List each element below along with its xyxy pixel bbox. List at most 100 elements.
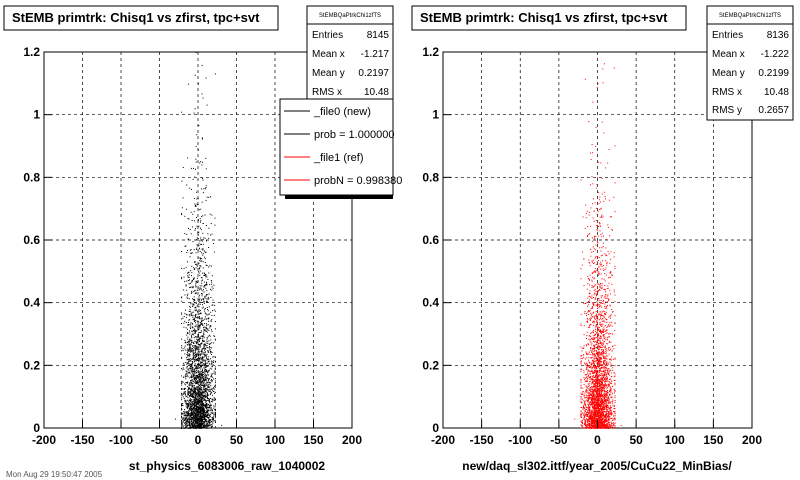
data-point: [608, 336, 610, 338]
data-point: [598, 222, 600, 223]
data-point: [184, 339, 186, 341]
data-point: [596, 399, 598, 401]
data-point: [209, 415, 211, 417]
data-point: [209, 324, 211, 326]
data-point: [599, 422, 600, 424]
data-point: [604, 303, 606, 305]
data-point: [189, 408, 191, 410]
data-point: [201, 249, 203, 251]
data-point: [603, 289, 605, 291]
data-point: [193, 421, 194, 423]
data-point: [214, 321, 216, 322]
data-point: [208, 363, 210, 365]
data-point: [612, 345, 614, 347]
data-point: [594, 386, 595, 388]
data-point: [208, 374, 209, 376]
data-point: [586, 414, 588, 415]
data-point: [586, 352, 588, 354]
data-point: [206, 358, 208, 359]
data-point: [206, 281, 208, 283]
data-point: [594, 361, 596, 363]
data-point: [202, 360, 204, 362]
data-point: [198, 301, 200, 303]
data-point: [192, 396, 194, 398]
data-point: [206, 375, 208, 377]
data-point: [212, 419, 213, 421]
data-point: [200, 392, 202, 393]
data-point: [199, 266, 201, 268]
data-point: [595, 426, 597, 428]
data-point: [210, 280, 212, 281]
data-point: [185, 384, 187, 386]
data-point: [187, 239, 189, 241]
data-point: [204, 394, 206, 396]
data-point: [611, 423, 612, 425]
data-point: [195, 374, 197, 376]
data-point: [189, 346, 191, 348]
data-point: [597, 283, 599, 285]
data-point: [211, 387, 213, 389]
data-point: [594, 344, 596, 346]
data-point: [607, 420, 609, 422]
data-point: [193, 321, 195, 322]
data-point: [600, 383, 602, 385]
data-point: [186, 406, 188, 408]
data-point: [610, 317, 612, 319]
data-point: [191, 414, 193, 416]
data-point: [196, 277, 198, 279]
data-point: [601, 177, 603, 179]
data-point: [603, 375, 605, 377]
data-point: [588, 318, 590, 320]
data-point: [205, 379, 207, 381]
data-point: [583, 402, 585, 404]
data-point: [203, 392, 205, 394]
data-point: [583, 427, 585, 429]
data-point: [181, 426, 183, 428]
data-point: [210, 398, 211, 400]
data-point: [605, 247, 607, 249]
data-point: [185, 402, 187, 404]
data-point: [190, 335, 192, 337]
data-point: [585, 422, 587, 424]
data-point: [196, 400, 198, 402]
data-point: [198, 424, 200, 426]
data-point: [206, 397, 208, 399]
data-point: [604, 345, 606, 347]
data-point: [591, 400, 593, 402]
data-point: [190, 344, 192, 346]
data-point: [199, 344, 201, 346]
data-point: [207, 425, 209, 427]
data-point: [197, 414, 199, 416]
data-point: [597, 305, 599, 307]
data-point: [198, 262, 200, 264]
data-point: [187, 362, 189, 364]
data-point: [614, 422, 616, 424]
data-point: [185, 374, 187, 376]
data-point: [206, 365, 207, 367]
data-point: [586, 415, 588, 417]
data-point: [606, 405, 608, 406]
data-point: [196, 418, 198, 420]
data-point: [200, 365, 202, 367]
data-point: [591, 369, 593, 371]
data-point: [599, 216, 601, 218]
data-point: [198, 417, 199, 419]
data-point: [188, 400, 190, 402]
data-point: [609, 358, 611, 360]
data-point: [601, 263, 603, 265]
data-point: [185, 402, 187, 404]
data-point: [196, 376, 198, 378]
data-point: [191, 388, 193, 390]
data-point: [212, 422, 214, 424]
data-point: [603, 361, 605, 363]
data-point: [586, 210, 588, 212]
data-point: [203, 272, 205, 274]
data-point: [196, 381, 198, 383]
data-point: [198, 296, 200, 298]
data-point: [613, 348, 615, 350]
stats-name: StEMBQaPtrkChi1zfTS: [319, 13, 381, 19]
data-point: [588, 415, 590, 417]
data-point: [606, 418, 608, 420]
data-point: [588, 424, 590, 426]
data-point: [189, 409, 191, 411]
